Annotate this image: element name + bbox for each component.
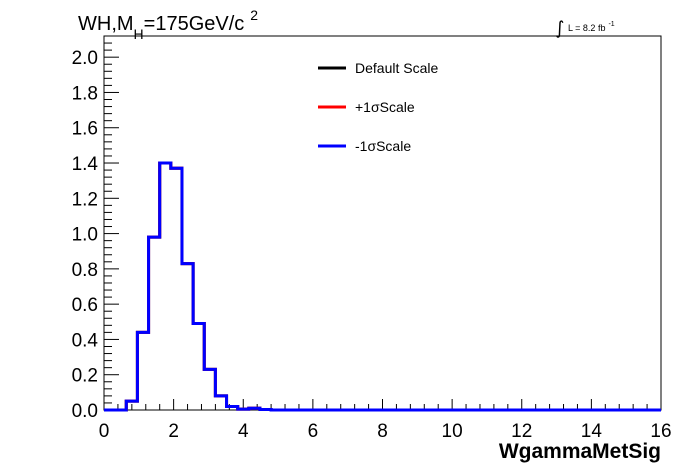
y-tick-label: 0.4 [72, 330, 99, 351]
legend-label-1: Default Scale [355, 60, 438, 76]
y-tick-label: 1.6 [72, 119, 98, 140]
title-superscript: 2 [250, 7, 258, 23]
y-tick-label: 0.0 [72, 401, 98, 422]
y-tick-label: 1.4 [72, 154, 99, 175]
title-prefix: WH,M [78, 13, 134, 35]
lumi-text: L = 8.2 fb [568, 23, 605, 33]
y-tick-label: 0.6 [72, 295, 98, 316]
legend-label-2: +1σScale [355, 99, 415, 115]
x-tick-label: 6 [308, 421, 319, 442]
y-tick-label: 1.0 [72, 225, 98, 246]
legend-label-3: -1σScale [355, 138, 411, 154]
x-tick-label: 12 [511, 421, 532, 442]
x-tick-label: 14 [581, 421, 603, 442]
y-tick-label: 1.8 [72, 83, 98, 104]
series-layer [104, 161, 661, 412]
chart-title: WH,MH=175GeV/c 2 [78, 7, 258, 42]
lumi-label: L = 8.2 fb -1 [568, 21, 615, 33]
x-tick-label: 0 [99, 421, 110, 442]
title-subscript: H [134, 26, 144, 42]
series-line-3 [104, 161, 661, 412]
y-tick-label: 0.2 [72, 366, 98, 387]
x-tick-label: 4 [238, 421, 249, 442]
x-tick-label: 10 [442, 421, 463, 442]
y-tick-label: 2.0 [72, 48, 98, 69]
lumi-integral-symbol: ∫ [555, 18, 564, 39]
legend: Default Scale +1σScale -1σScale [318, 60, 438, 154]
lumi-superscript: -1 [608, 21, 614, 28]
x-axis-title: WgammaMetSig [499, 440, 661, 463]
x-tick-label: 2 [168, 421, 179, 442]
y-axis: 0.0 0.2 0.4 0.6 0.8 1.0 1.2 1.4 1.6 1.8 2.0 [72, 35, 119, 422]
x-tick-label: 8 [377, 421, 388, 442]
y-tick-label: 0.8 [72, 260, 98, 281]
x-tick-label: 16 [650, 421, 671, 442]
y-tick-label: 1.2 [72, 189, 98, 210]
title-main: =175GeV/c [144, 13, 245, 35]
